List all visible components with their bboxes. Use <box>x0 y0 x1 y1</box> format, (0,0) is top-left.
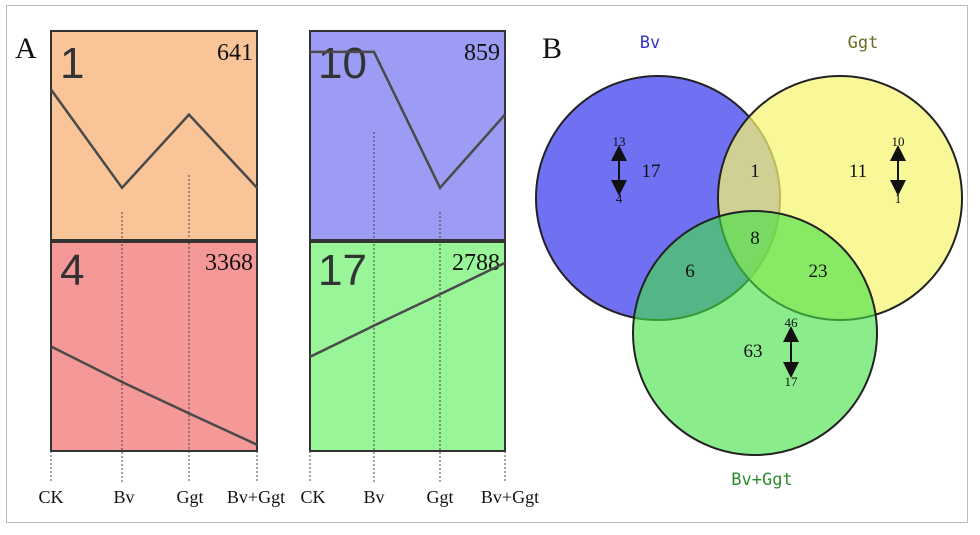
x-label-ck-right: CK <box>300 487 325 507</box>
updown-ggt-up: 10 <box>892 134 905 149</box>
x-label-ggt-right: Ggt <box>427 487 454 507</box>
updown-bv-down: 4 <box>616 191 623 206</box>
x-axis-right: CK Bv Ggt Bv+Ggt <box>300 487 539 507</box>
x-label-bvggt-right: Bv+Ggt <box>481 487 539 507</box>
guide-lines <box>50 132 506 482</box>
region-ggt-combo: 23 <box>809 261 828 282</box>
region-ggt-only: 11 <box>849 161 867 182</box>
profile-17-bg <box>309 241 506 452</box>
x-label-ck-left: CK <box>38 487 63 507</box>
profile-1-line <box>49 88 258 190</box>
updown-bv: 13 4 <box>611 134 627 206</box>
profile-4-bg <box>50 241 258 452</box>
profile-box-10: 10 859 <box>309 30 506 241</box>
profile-1-id: 1 <box>60 39 84 88</box>
venn-circle-combo <box>632 210 878 456</box>
profile-4-id: 4 <box>60 246 84 295</box>
updown-ggt: 10 1 <box>890 134 906 206</box>
region-bv-ggt: 1 <box>750 161 760 182</box>
profile-10-line <box>310 50 506 191</box>
profile-17-line <box>309 261 506 359</box>
set-label-bv: Bv <box>640 33 660 53</box>
x-label-bvggt-left: Bv+Ggt <box>227 487 285 507</box>
region-combo-only: 63 <box>744 341 763 362</box>
x-label-bv-left: Bv <box>113 487 134 507</box>
profile-10-bg <box>309 30 506 241</box>
x-axis-left: CK Bv Ggt Bv+Ggt <box>38 487 285 507</box>
updown-combo: 46 17 <box>783 315 799 389</box>
profile-4-line <box>50 345 258 446</box>
profile-box-17: 17 2788 <box>309 241 506 452</box>
region-all: 8 <box>750 228 760 249</box>
set-label-combo: Bv+Ggt <box>731 470 792 490</box>
set-label-ggt: Ggt <box>848 33 879 53</box>
region-bv-only: 17 <box>642 161 661 182</box>
profile-10-id: 10 <box>318 39 367 88</box>
panel-b-label: B <box>542 32 562 65</box>
profile-10-count: 859 <box>464 40 500 66</box>
profile-box-1: 1 641 <box>49 30 258 241</box>
panel-a-label: A <box>15 32 37 65</box>
profile-4-count: 3368 <box>205 250 253 276</box>
x-label-ggt-left: Ggt <box>177 487 204 507</box>
region-bv-combo: 6 <box>685 261 695 282</box>
profile-box-4: 4 3368 <box>50 241 258 452</box>
profile-17-count: 2788 <box>452 250 500 276</box>
profile-1-count: 641 <box>217 40 253 66</box>
updown-combo-down: 17 <box>785 374 799 389</box>
updown-bv-up: 13 <box>613 134 626 149</box>
profile-17-id: 17 <box>318 246 367 295</box>
x-label-bv-right: Bv <box>363 487 384 507</box>
updown-ggt-down: 1 <box>895 191 902 206</box>
updown-combo-up: 46 <box>785 315 799 330</box>
venn-diagram <box>535 75 963 456</box>
